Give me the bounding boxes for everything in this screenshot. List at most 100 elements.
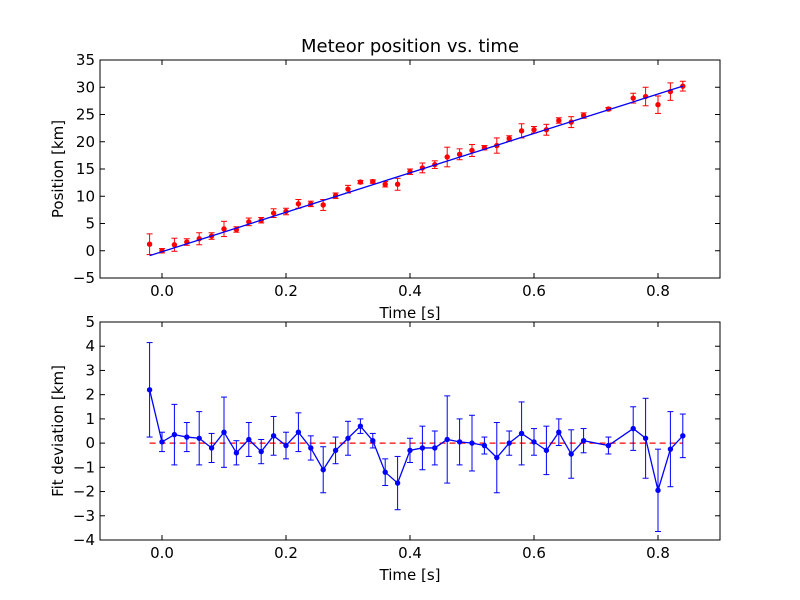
- deviation-y-tick-label: −4: [73, 531, 95, 549]
- deviation-ticks: 0.0 0.2 0.4 0.6 0.8 −4 −3 −2 −1 0 1 2 3 4 5: [73, 313, 720, 562]
- position-y-tick-label: 15: [76, 160, 95, 178]
- deviation-data-point: [308, 445, 314, 451]
- deviation-plot-area: [100, 322, 720, 540]
- deviation-data-point: [432, 445, 438, 451]
- deviation-y-tick-label: 5: [85, 313, 95, 331]
- position-x-tick-label: 0.8: [646, 282, 670, 300]
- deviation-data-point: [382, 469, 388, 475]
- position-data-point: [345, 186, 351, 192]
- position-y-axis-label: Position [km]: [49, 120, 67, 218]
- deviation-x-tick-label: 0.0: [150, 544, 174, 562]
- position-data-point: [221, 226, 227, 232]
- position-y-tick-label: −5: [73, 269, 95, 287]
- deviation-x-tick-label: 0.4: [398, 544, 422, 562]
- position-y-tick-label: 30: [76, 78, 95, 96]
- deviation-y-axis-label: Fit deviation [km]: [49, 365, 67, 497]
- deviation-x-tick-label: 0.2: [274, 544, 298, 562]
- deviation-data-point: [332, 447, 339, 454]
- deviation-y-tick-label: 4: [85, 337, 95, 355]
- position-x-tick-label: 0.6: [522, 282, 546, 300]
- position-marks: [146, 80, 686, 257]
- deviation-data-point: [221, 429, 227, 435]
- position-data-point: [630, 95, 636, 101]
- deviation-data-point: [444, 436, 450, 443]
- position-data-point: [456, 151, 463, 157]
- deviation-data-point: [655, 487, 661, 494]
- position-data-point: [320, 202, 326, 208]
- position-chart-title: Meteor position vs. time: [301, 36, 519, 57]
- deviation-data-point: [568, 451, 574, 457]
- deviation-y-tick-label: 3: [85, 361, 95, 379]
- position-data-point: [171, 242, 178, 248]
- deviation-data-point: [580, 437, 587, 444]
- deviation-data-point: [283, 442, 289, 449]
- deviation-data-point: [357, 423, 364, 429]
- deviation-data-point: [146, 387, 153, 393]
- deviation-data-point: [667, 446, 674, 452]
- deviation-data-point: [196, 435, 202, 441]
- position-data-point: [394, 181, 401, 187]
- position-data-point: [382, 181, 388, 187]
- position-fit-line: [149, 85, 683, 257]
- deviation-data-point: [345, 435, 351, 441]
- position-data-point: [146, 241, 153, 247]
- deviation-data-point: [531, 439, 537, 445]
- deviation-x-tick-label: 0.8: [646, 544, 670, 562]
- deviation-data-point: [543, 447, 550, 454]
- position-y-tick-label: 25: [76, 106, 95, 124]
- position-data-point: [370, 178, 376, 185]
- deviation-data-point: [469, 440, 475, 446]
- position-x-tick-label: 0.0: [150, 282, 174, 300]
- position-data-point: [556, 117, 562, 124]
- deviation-data-point: [184, 434, 190, 440]
- deviation-y-tick-label: 2: [85, 386, 95, 404]
- deviation-panel: 0.0 0.2 0.4 0.6 0.8 −4 −3 −2 −1 0 1 2 3 4 5 Time [s] F…: [49, 313, 721, 584]
- deviation-data-point: [295, 429, 302, 435]
- position-y-tick-label: 35: [76, 51, 95, 69]
- deviation-data-point: [159, 439, 165, 445]
- deviation-data-point: [680, 433, 686, 439]
- deviation-y-tick-label: 0: [85, 434, 95, 452]
- deviation-data-point: [605, 442, 612, 449]
- deviation-marks: [146, 342, 686, 533]
- position-data-point: [357, 179, 364, 185]
- deviation-data-point: [642, 435, 649, 441]
- deviation-data-point: [171, 431, 178, 438]
- deviation-data-point: [233, 450, 240, 456]
- deviation-y-tick-label: 1: [85, 410, 95, 428]
- position-data-point: [270, 210, 277, 216]
- deviation-data-point: [494, 454, 500, 461]
- deviation-data-point: [506, 440, 512, 446]
- deviation-data-point: [370, 437, 376, 444]
- position-x-tick-label: 0.4: [398, 282, 422, 300]
- deviation-data-point: [258, 448, 264, 455]
- deviation-data-point: [394, 480, 401, 486]
- deviation-data-point: [481, 442, 488, 449]
- deviation-data-point: [246, 436, 252, 443]
- position-data-point: [531, 127, 537, 133]
- position-y-tick-label: 10: [76, 187, 95, 205]
- position-ticks: 0.0 0.2 0.4 0.6 0.8 −5 0 5 10 15 20 25 30 35: [73, 51, 720, 300]
- deviation-data-point: [407, 447, 413, 454]
- deviation-data-point: [208, 445, 215, 451]
- position-panel: 0.0 0.2 0.4 0.6 0.8 −5 0 5 10 15 20 25 30 35 Meteor p…: [49, 36, 721, 322]
- position-data-point: [506, 135, 512, 142]
- position-data-point: [444, 154, 450, 160]
- position-x-tick-label: 0.2: [274, 282, 298, 300]
- deviation-data-point: [456, 439, 463, 445]
- deviation-x-axis-label: Time [s]: [379, 566, 441, 584]
- deviation-data-point: [556, 429, 562, 435]
- deviation-y-tick-label: −3: [73, 507, 95, 525]
- deviation-data-point: [270, 433, 277, 439]
- position-x-axis-label: Time [s]: [379, 304, 441, 322]
- deviation-x-tick-label: 0.6: [522, 544, 546, 562]
- position-y-tick-label: 0: [85, 242, 95, 260]
- deviation-data-point: [518, 430, 525, 437]
- position-y-tick-label: 20: [76, 133, 95, 151]
- deviation-data-point: [320, 467, 326, 473]
- position-data-point: [655, 101, 661, 108]
- position-data-point: [518, 128, 525, 134]
- position-data-point: [295, 201, 302, 207]
- deviation-series-line: [148, 389, 684, 493]
